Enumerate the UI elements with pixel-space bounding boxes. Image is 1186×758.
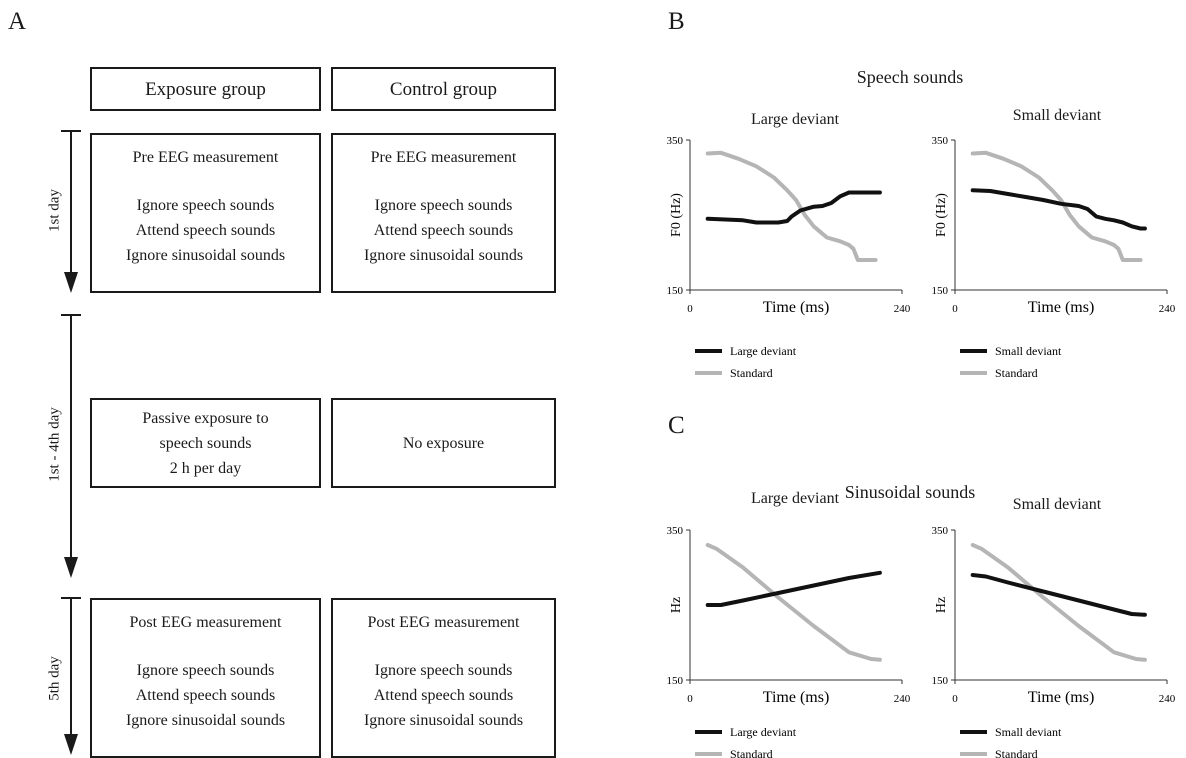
y-tick-label: 350: [667, 525, 684, 537]
box-line: Pre EEG measurement: [132, 149, 279, 166]
x-axis-label: Time (ms): [1028, 689, 1095, 706]
y-axis-label: F0 (Hz): [669, 193, 684, 237]
x-tick-label: 240: [1159, 693, 1176, 705]
x-tick-label: 240: [894, 693, 911, 705]
day-label-first: 1st day: [46, 189, 63, 232]
box-line: Attend speech sounds: [135, 222, 276, 239]
training-exposure-box: Passive exposure to speech sounds 2 h pe…: [90, 398, 321, 488]
box-line: Attend speech sounds: [373, 222, 514, 239]
box-line: Post EEG measurement: [367, 614, 520, 631]
box-line: Ignore speech sounds: [374, 197, 513, 214]
y-tick-label: 350: [667, 135, 684, 147]
legend-label: Small deviant: [995, 725, 1062, 739]
y-axis-label: Hz: [934, 597, 949, 613]
panel-label-a: A: [8, 8, 27, 35]
chart-title-sinusoidal-small: Small deviant: [1012, 496, 1102, 513]
legend-label: Large deviant: [730, 725, 797, 739]
box-line: Post EEG measurement: [129, 614, 282, 631]
box-line: No exposure: [402, 434, 485, 452]
panel-label-c: C: [668, 412, 685, 439]
legend-label: Small deviant: [995, 344, 1062, 358]
series-line-large-deviant: [705, 190, 882, 225]
x-tick-label: 0: [952, 303, 958, 315]
chart-title-sinusoidal-large: Large deviant: [750, 490, 840, 507]
sinusoidal-sounds-title: Sinusoidal sounds: [844, 482, 976, 502]
y-tick-label: 150: [932, 675, 949, 687]
box-line: Passive exposure to: [142, 409, 269, 427]
series-line-standard: [705, 543, 882, 662]
legend-label: Standard: [995, 366, 1038, 380]
control-group-header: Control group: [331, 67, 556, 111]
x-tick-label: 0: [687, 303, 693, 315]
post-measurement-exposure-box: Post EEG measurement Ignore speech sound…: [90, 598, 321, 758]
box-line: Ignore sinusoidal sounds: [363, 247, 524, 264]
x-axis-label: Time (ms): [763, 299, 830, 316]
box-line: Ignore speech sounds: [136, 662, 275, 679]
x-tick-label: 240: [1159, 303, 1176, 315]
box-line: Ignore sinusoidal sounds: [363, 712, 524, 729]
x-tick-label: 0: [687, 693, 693, 705]
box-line: Ignore speech sounds: [136, 197, 275, 214]
y-tick-label: 350: [932, 135, 949, 147]
box-line: Pre EEG measurement: [370, 149, 517, 166]
box-line: Ignore sinusoidal sounds: [125, 712, 286, 729]
training-control-box: No exposure: [331, 398, 556, 488]
series-line-standard: [705, 150, 878, 262]
y-tick-label: 350: [932, 525, 949, 537]
series-line-small-deviant: [970, 573, 1147, 617]
pre-measurement-exposure-box: Pre EEG measurement Ignore speech sounds…: [90, 133, 321, 293]
series-line-standard: [970, 543, 1147, 662]
day-label-training: 1st - 4th day: [46, 407, 63, 482]
series-line-small-deviant: [970, 188, 1147, 231]
legend-label: Standard: [730, 366, 773, 380]
post-measurement-control-box: Post EEG measurement Ignore speech sound…: [331, 598, 556, 758]
x-tick-label: 0: [952, 693, 958, 705]
exposure-group-header: Exposure group: [90, 67, 321, 111]
legend-label: Large deviant: [730, 344, 797, 358]
y-axis-label: F0 (Hz): [934, 193, 949, 237]
y-tick-label: 150: [667, 675, 684, 687]
legend-label: Standard: [995, 747, 1038, 758]
series-line-large-deviant: [705, 570, 882, 607]
pre-measurement-control-box: Pre EEG measurement Ignore speech sounds…: [331, 133, 556, 293]
box-line: Ignore sinusoidal sounds: [125, 247, 286, 264]
box-line: Attend speech sounds: [373, 687, 514, 704]
chart-title-speech-small: Small deviant: [1012, 107, 1102, 124]
x-tick-label: 240: [894, 303, 911, 315]
y-tick-label: 150: [932, 285, 949, 297]
chart-title-speech-large: Large deviant: [750, 111, 840, 128]
box-line: Attend speech sounds: [135, 687, 276, 704]
box-line: speech sounds: [159, 434, 252, 452]
day-label-fifth: 5th day: [46, 656, 63, 701]
timeline-arrows: [61, 130, 81, 755]
box-line: Ignore speech sounds: [374, 662, 513, 679]
x-axis-label: Time (ms): [1028, 299, 1095, 316]
box-line: 2 h per day: [169, 459, 242, 477]
series-line-standard: [970, 150, 1143, 262]
panel-label-b: B: [668, 8, 685, 35]
y-axis-label: Hz: [669, 597, 684, 613]
speech-sounds-title: Speech sounds: [856, 67, 964, 87]
x-axis-label: Time (ms): [763, 689, 830, 706]
legend-label: Standard: [730, 747, 773, 758]
y-tick-label: 150: [667, 285, 684, 297]
